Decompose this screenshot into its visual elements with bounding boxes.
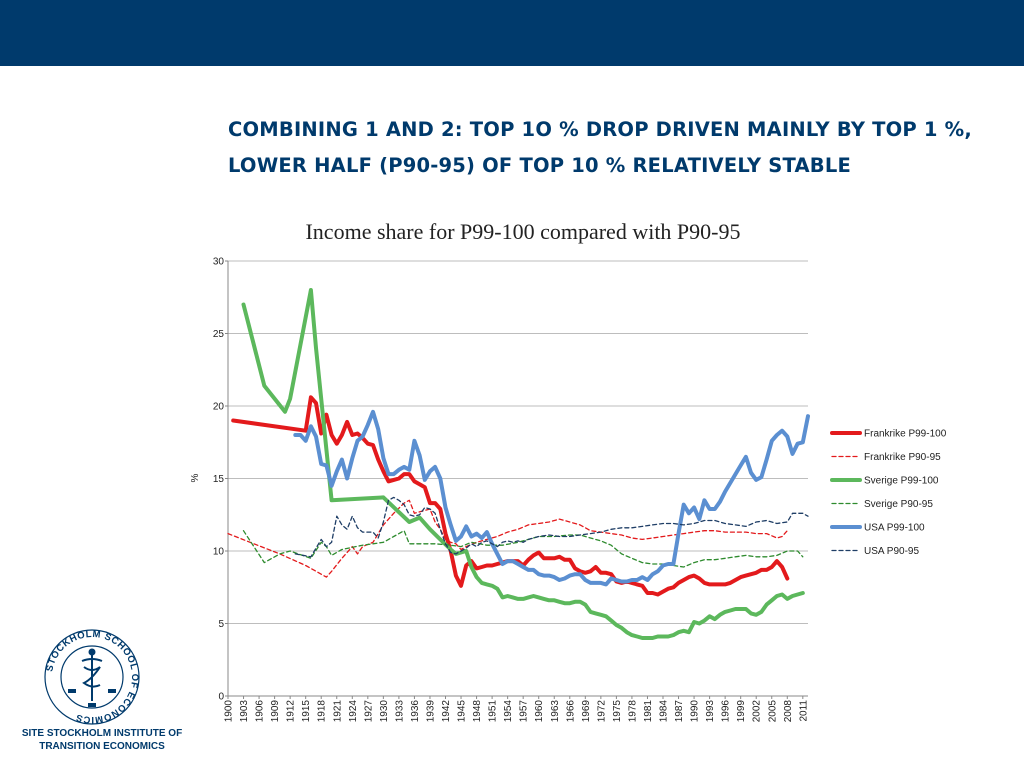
- x-tick-label-18: 1954: [503, 700, 514, 723]
- y-tick-labels: 0 5 10 15 20 25 30: [213, 257, 228, 703]
- caduceus-icon: [81, 648, 103, 701]
- chart-title: Income share for P99-100 compared with P…: [305, 219, 740, 244]
- y-tick-label-3: 15: [213, 474, 225, 485]
- x-tick-label-8: 1924: [348, 700, 359, 723]
- slide-title: COMBINING 1 AND 2: TOP 1O % DROP DRIVEN …: [228, 118, 972, 177]
- x-tick-label-30: 1990: [690, 700, 701, 723]
- x-tick-label-23: 1969: [581, 700, 592, 723]
- series-line-5: [294, 496, 809, 558]
- y-axis-label: %: [190, 473, 201, 482]
- y-tick-label-4: 20: [213, 402, 225, 413]
- x-tick-label-1: 1903: [239, 700, 250, 723]
- x-tick-label-7: 1921: [332, 700, 343, 723]
- x-tick-label-19: 1957: [519, 700, 530, 723]
- x-tick-label-25: 1975: [612, 700, 623, 723]
- legend-label-4: USA P99-100: [864, 523, 925, 534]
- series-line-4: [293, 409, 810, 587]
- crown-icon: [68, 689, 116, 707]
- x-tick-label-6: 1918: [317, 700, 328, 723]
- x-tick-label-3: 1909: [270, 700, 281, 723]
- x-tick-label-34: 2002: [752, 700, 763, 723]
- logo-caption-line1: SITE STOCKHOLM INSTITUTE OF: [21, 728, 183, 739]
- x-tick-label-12: 1936: [410, 700, 421, 723]
- y-tick-label-0: 0: [218, 692, 224, 703]
- gridlines: [228, 260, 808, 624]
- legend-label-2: Sverige P99-100: [864, 476, 939, 487]
- x-tick-label-32: 1996: [721, 700, 732, 723]
- x-tick-label-15: 1945: [457, 700, 468, 723]
- x-tick-label-17: 1951: [488, 700, 499, 723]
- x-tick-label-22: 1966: [565, 700, 576, 723]
- x-tick-label-4: 1912: [286, 700, 297, 723]
- x-tick-label-0: 1900: [224, 700, 235, 723]
- x-tick-label-2: 1906: [255, 700, 266, 723]
- x-tick-label-10: 1930: [379, 700, 390, 723]
- legend-label-0: Frankrike P99-100: [864, 429, 947, 440]
- series-line-0: [231, 395, 790, 597]
- x-tick-labels: 1900 1903 1906 1909 1912 1915 1918 1921 1924 1927…: [224, 696, 809, 723]
- x-tick-label-28: 1984: [659, 700, 670, 723]
- x-tick-label-35: 2005: [767, 700, 778, 723]
- series-lines: [227, 288, 810, 640]
- legend: Frankrike P99-100 Frankrike P90-95 Sverige…: [830, 429, 947, 557]
- legend-label-3: Sverige P90-95: [864, 499, 933, 510]
- x-tick-label-16: 1948: [472, 700, 483, 723]
- x-tick-label-14: 1942: [441, 700, 452, 723]
- legend-label-5: USA P90-95: [864, 546, 919, 557]
- series-line-3: [242, 530, 804, 568]
- x-tick-label-21: 1963: [550, 700, 561, 723]
- x-tick-label-31: 1993: [705, 700, 716, 723]
- x-tick-label-33: 1999: [736, 700, 747, 723]
- x-tick-label-24: 1972: [596, 700, 607, 723]
- x-tick-label-20: 1960: [534, 700, 545, 723]
- y-tick-label-6: 30: [213, 257, 225, 268]
- series-line-1: [227, 499, 788, 578]
- logo-caption-line2: TRANSITION ECONOMICS: [39, 741, 165, 752]
- y-tick-label-1: 5: [218, 619, 224, 630]
- x-tick-label-36: 2008: [783, 700, 794, 723]
- x-tick-label-9: 1927: [363, 700, 374, 723]
- x-tick-label-29: 1987: [674, 700, 685, 723]
- x-tick-label-37: 2011: [798, 700, 809, 722]
- x-tick-label-13: 1939: [425, 700, 436, 723]
- y-tick-label-5: 25: [213, 329, 225, 340]
- legend-label-1: Frankrike P90-95: [864, 452, 941, 463]
- header-bar: [0, 0, 1024, 66]
- sse-logo: STOCKHOLM SCHOOL OF ECONOMICS: [44, 629, 140, 725]
- y-tick-label-2: 10: [213, 547, 225, 558]
- x-tick-label-11: 1933: [394, 700, 405, 723]
- x-tick-label-5: 1915: [301, 700, 312, 723]
- x-tick-label-26: 1978: [627, 700, 638, 723]
- logo-caption: SITE STOCKHOLM INSTITUTE OF TRANSITION E…: [12, 727, 192, 753]
- x-tick-label-27: 1981: [643, 700, 654, 723]
